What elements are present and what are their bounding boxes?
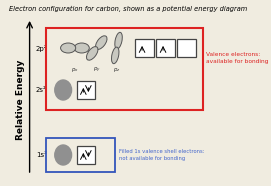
Bar	[156, 39, 175, 57]
Ellipse shape	[61, 43, 76, 53]
Bar	[135, 39, 154, 57]
Text: $p_y$: $p_y$	[93, 66, 101, 75]
Bar	[46, 138, 115, 172]
Text: Valence electrons:
available for bonding: Valence electrons: available for bonding	[206, 52, 268, 64]
Ellipse shape	[74, 43, 89, 53]
Circle shape	[55, 80, 72, 100]
Ellipse shape	[115, 32, 122, 49]
Text: Relative Energy: Relative Energy	[16, 60, 25, 140]
Text: 2p²: 2p²	[36, 44, 47, 52]
Text: 2s²: 2s²	[36, 87, 47, 93]
Bar	[46, 28, 203, 110]
Text: 1s²: 1s²	[36, 152, 47, 158]
Text: Electron configuration for carbon, shown as a potential energy diagram: Electron configuration for carbon, shown…	[9, 6, 247, 12]
Ellipse shape	[96, 36, 107, 49]
Text: $p_z$: $p_z$	[113, 66, 121, 74]
Text: Filled 1s valence shell electrons:
not available for bonding: Filled 1s valence shell electrons: not a…	[120, 149, 205, 161]
Bar	[77, 81, 95, 99]
Ellipse shape	[111, 47, 119, 64]
Bar	[177, 39, 196, 57]
Circle shape	[55, 145, 72, 165]
Ellipse shape	[86, 47, 98, 60]
Bar	[77, 146, 95, 164]
Text: $p_x$: $p_x$	[71, 66, 79, 74]
